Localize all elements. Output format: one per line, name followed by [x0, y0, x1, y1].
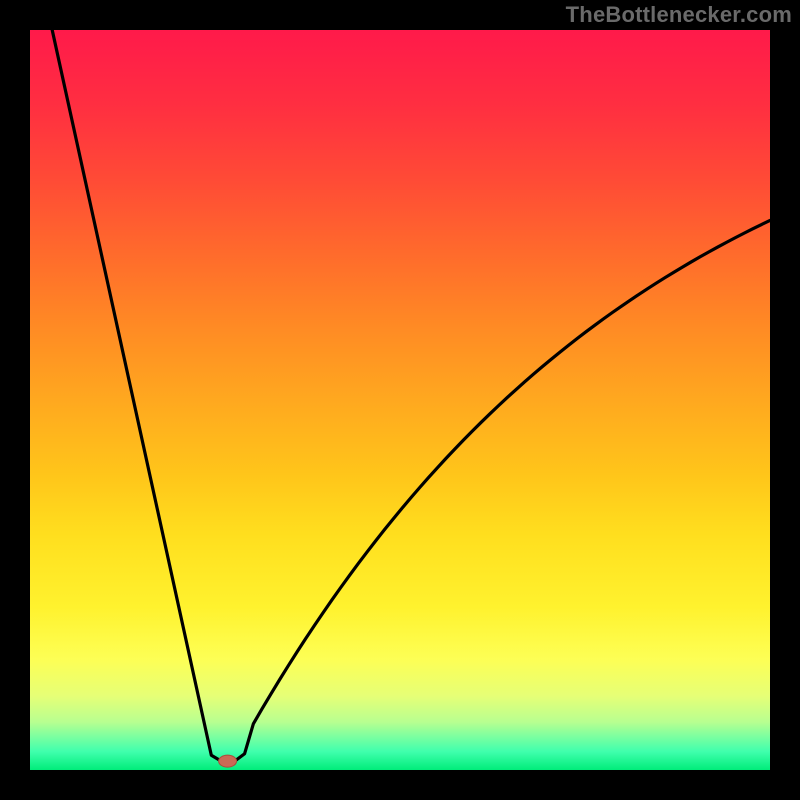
bottleneck-chart: TheBottlenecker.com	[0, 0, 800, 800]
chart-svg	[0, 0, 800, 800]
watermark-text: TheBottlenecker.com	[566, 2, 792, 28]
minimum-marker	[219, 755, 237, 767]
plot-area-gradient	[30, 30, 770, 770]
